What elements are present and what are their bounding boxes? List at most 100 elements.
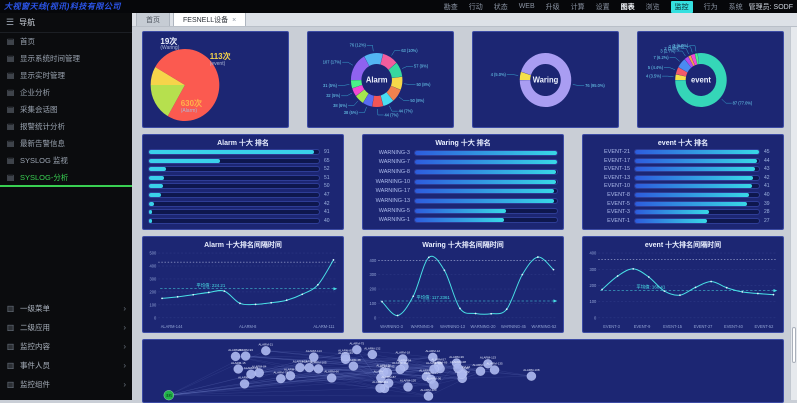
bar-row-value: 40 [324,218,338,224]
svg-text:ALARM-108: ALARM-108 [523,368,540,372]
top-nav-item-11[interactable]: 系统 [729,2,743,12]
bar-row: 42 [148,201,338,207]
svg-text:ALARM-21: ALARM-21 [259,343,274,347]
bar-row-label: WARNING-3 [368,150,410,156]
bar-fill [415,209,506,213]
bar-row: WARNING-7 [368,159,558,165]
bar-fill [635,193,749,197]
tab-close-icon[interactable]: × [232,17,236,24]
sidebar-item-4[interactable]: ▤采集会话图 [0,101,132,118]
svg-text:4 (3.5%): 4 (3.5%) [646,73,662,78]
top-nav-item-3[interactable]: WEB [519,3,535,10]
svg-text:100: 100 [150,302,157,307]
scrollbar-thumb[interactable] [792,327,796,363]
svg-text:0: 0 [154,315,157,320]
panel-overview-pie: 19次(Waring)113次(event)630次(Alarm) [142,31,289,128]
tab-label: 首页 [146,15,160,25]
bar-row-value: 42 [324,201,338,207]
sidebar-item-8[interactable]: ▤SYSLOG-分析 [0,169,132,187]
analysis-icon: ▤ [6,173,15,182]
bar-track [634,175,760,181]
svg-text:WARNING-9: WARNING-9 [411,324,434,329]
waring-bars-title: Waring 十大 排名 [363,135,563,147]
bar-row-label: WARNING-1 [368,217,410,223]
waring-donut-chart: 4 (5.0%)76 (95.0%)Waring [473,32,618,127]
svg-text:400: 400 [590,250,597,255]
svg-text:ALARM-81: ALARM-81 [338,348,353,352]
sidebar-header[interactable]: ☰ 导航 [0,13,132,33]
chart-icon: ▤ [6,88,15,97]
tab-1[interactable]: FESNELL设备× [173,12,246,26]
top-nav-item-1[interactable]: 行动 [469,2,483,12]
svg-text:ALARM-138: ALARM-138 [450,360,467,364]
log-icon: ▤ [6,156,15,165]
top-nav-item-8[interactable]: 浏览 [646,2,660,12]
top-nav-item-0[interactable]: 勘查 [444,2,458,12]
sidebar-item-2[interactable]: ▤显示实时管理 [0,67,132,84]
admin-user-label: 管理员: SODF [749,2,797,12]
top-nav-item-10[interactable]: 行为 [704,2,718,12]
top-nav-item-9[interactable]: 监控 [671,1,693,13]
bar-row-label: EVENT-13 [588,175,630,181]
bar-row-label: EVENT-17 [588,158,630,164]
bar-fill [149,210,152,214]
top-nav-item-5[interactable]: 计算 [571,2,585,12]
bar-row-value: 27 [764,218,778,224]
overview-pie-chart-svg [143,32,288,127]
topology-graph[interactable]: ALARM-2ALARM-5ALARM-9ALARM-12ALARM-15ALA… [143,340,783,402]
sidebar-bottom-item-4[interactable]: ▥监控组件› [0,375,132,394]
sidebar-item-6[interactable]: ▤最新告警信息 [0,135,132,152]
bar-fill [415,189,554,193]
sidebar-bottom-item-3[interactable]: ▥事件人员› [0,356,132,375]
sidebar-item-7[interactable]: ▤SYSLOG 监视 [0,152,132,169]
top-nav-item-7[interactable]: 图表 [621,2,635,12]
bar-track [148,149,320,155]
svg-text:38 (6%): 38 (6%) [344,110,359,115]
svg-text:31 (5%): 31 (5%) [323,83,338,88]
sidebar-item-3[interactable]: ▤企业分析 [0,84,132,101]
sidebar-item-5[interactable]: ▤报警统计分析 [0,118,132,135]
sidebar-bottom-item-2[interactable]: ▥监控内容› [0,337,132,356]
sidebar-item-0[interactable]: ▤首页 [0,33,132,50]
top-nav-item-2[interactable]: 状态 [494,2,508,12]
sidebar-bottom-item-1[interactable]: ▥二级应用› [0,318,132,337]
bar-row-value: 51 [324,175,338,181]
sidebar-bottom-item-0[interactable]: ▥一级菜单› [0,299,132,318]
bar-row: 91 [148,149,338,155]
sidebar-bottom-label: 事件人员 [20,360,50,371]
svg-text:WARNING-13: WARNING-13 [440,324,466,329]
svg-text:76 (12%): 76 (12%) [350,43,367,48]
clock-icon: ▤ [6,54,15,63]
bar-fill [415,170,556,174]
svg-text:44 (7%): 44 (7%) [399,108,414,113]
vertical-scrollbar[interactable] [790,27,797,400]
svg-text:ALARM-144: ALARM-144 [161,324,183,329]
tab-0[interactable]: 首页 [136,12,170,26]
svg-text:50 (8%): 50 (8%) [410,98,425,103]
bar-fill [415,160,557,164]
svg-text:500: 500 [150,250,157,255]
top-nav-item-4[interactable]: 升级 [546,2,560,12]
sidebar-item-1[interactable]: ▤显示系统时间管理 [0,50,132,67]
bar-track [414,217,558,223]
svg-text:ALARM-8: ALARM-8 [239,324,257,329]
bar-row-value: 41 [764,183,778,189]
bar-row-label: WARNING-7 [368,159,410,165]
tab-bar: 首页 FESNELL设备× [132,13,797,27]
svg-text:WARNING-52: WARNING-52 [532,324,558,329]
svg-text:50 (8%): 50 (8%) [416,82,431,87]
bar-track [148,201,320,207]
svg-text:ALARM-114: ALARM-114 [306,349,322,353]
bar-track [634,201,760,207]
bar-track [414,198,558,204]
bar-row-value: 39 [764,201,778,207]
top-nav-item-6[interactable]: 设置 [596,2,610,12]
bar-row: WARNING-10 [368,179,558,185]
